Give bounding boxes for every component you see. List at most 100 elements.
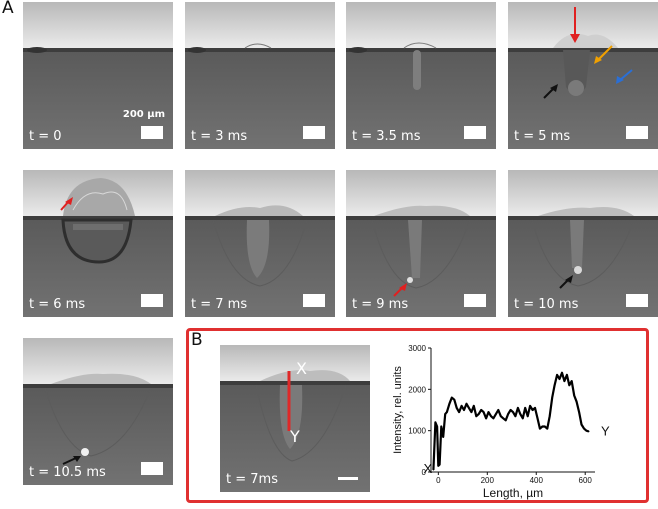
frame-time-label: t = 10.5 ms xyxy=(29,465,106,480)
data-point xyxy=(531,409,534,411)
data-point xyxy=(463,409,465,411)
data-point xyxy=(573,394,575,397)
frame-time-label: t = 3.5 ms xyxy=(352,129,421,144)
scale-bar xyxy=(141,294,163,307)
data-point xyxy=(478,413,480,415)
data-point xyxy=(578,411,580,413)
data-point xyxy=(588,430,590,433)
data-point xyxy=(524,407,526,409)
scale-bar xyxy=(626,294,648,307)
frame-t5: t = 5 ms xyxy=(508,2,658,149)
frame-t0-image xyxy=(23,2,173,149)
data-point xyxy=(551,397,553,399)
profile-end-label: Y xyxy=(601,423,610,438)
data-point xyxy=(539,428,541,430)
frame-time-label: t = 5 ms xyxy=(514,129,571,144)
data-point xyxy=(446,411,448,413)
data-point xyxy=(495,413,497,415)
frame-time-label: t = 6 ms xyxy=(29,297,86,312)
data-point xyxy=(502,417,504,419)
x-tick-label: 400 xyxy=(530,476,544,485)
scale-bar xyxy=(141,462,163,475)
panel-b-time-label: t = 7ms xyxy=(226,472,278,487)
data-point xyxy=(527,415,529,417)
frame-t3-5: t = 3.5 ms xyxy=(346,2,496,149)
data-point xyxy=(549,415,551,417)
y-tick-label: 2000 xyxy=(408,385,426,394)
data-point xyxy=(483,411,485,413)
intensity-series-line xyxy=(432,371,590,470)
data-point xyxy=(556,374,558,376)
intensity-profile-chart: 0 1000 2000 3000 0 200 400 600 Length, µm Intensi… xyxy=(392,344,610,500)
data-point xyxy=(561,372,563,374)
data-point xyxy=(436,425,438,428)
frame-time-label: t = 7 ms xyxy=(191,297,248,312)
y-tick-label: 0 xyxy=(422,468,427,477)
data-point xyxy=(434,421,437,423)
data-point xyxy=(456,407,458,409)
data-point xyxy=(544,425,546,428)
x-tick-label: 200 xyxy=(481,476,495,485)
data-point xyxy=(571,380,573,382)
data-point xyxy=(514,415,517,417)
frame-t10-5: t = 10.5 ms xyxy=(23,338,173,485)
data-point xyxy=(465,403,468,405)
scale-bar xyxy=(626,126,648,139)
data-point xyxy=(492,417,495,419)
panel-a-label: A xyxy=(2,0,14,18)
scale-bar xyxy=(464,294,486,307)
data-point xyxy=(529,405,531,407)
data-point xyxy=(536,417,539,419)
scale-bar xyxy=(303,294,325,307)
frame-t9-image xyxy=(346,170,496,317)
data-point xyxy=(507,413,509,415)
data-point xyxy=(554,384,556,386)
data-point xyxy=(468,407,470,409)
data-point xyxy=(444,413,446,415)
data-point xyxy=(438,463,441,466)
frame-time-label: t = 10 ms xyxy=(514,297,579,312)
data-point xyxy=(505,419,507,421)
frame-t7: t = 7 ms xyxy=(185,170,335,317)
marker-x: X xyxy=(296,359,307,378)
data-point xyxy=(440,425,442,428)
data-point xyxy=(568,384,570,386)
x-tick-label: 0 xyxy=(436,476,441,485)
profile-start-label: X xyxy=(423,461,432,476)
data-point xyxy=(448,403,450,405)
data-point xyxy=(580,423,583,426)
black-arrow xyxy=(62,457,77,465)
frame-t9: t = 9 ms xyxy=(346,170,496,317)
data-point xyxy=(585,430,588,432)
frame-time-label: t = 0 xyxy=(29,129,62,144)
data-point xyxy=(480,409,482,411)
scale-bar xyxy=(464,126,486,139)
y-tick-label: 3000 xyxy=(408,344,426,353)
frame-t7-image xyxy=(185,170,335,317)
x-tick-label: 600 xyxy=(579,476,593,485)
data-point xyxy=(470,411,472,413)
data-point xyxy=(497,409,499,411)
frame-time-label: t = 9 ms xyxy=(352,297,409,312)
scale-bar xyxy=(338,477,358,480)
data-point xyxy=(442,436,444,438)
frame-time-label: t = 3 ms xyxy=(191,129,248,144)
blue-arrow xyxy=(619,69,633,81)
data-point xyxy=(475,415,477,417)
data-point xyxy=(566,374,568,376)
data-point xyxy=(437,465,439,467)
data-point xyxy=(517,407,519,409)
data-point xyxy=(453,399,455,401)
data-point xyxy=(576,401,578,403)
yellow-arrow xyxy=(597,45,613,61)
x-axis-label: Length, µm xyxy=(483,486,543,500)
scale-bar-label: 200 µm xyxy=(122,109,165,120)
marker-y: Y xyxy=(290,427,300,446)
frame-t10: t = 10 ms xyxy=(508,170,658,317)
frame-t3: t = 3 ms xyxy=(185,2,335,149)
data-point xyxy=(522,417,524,419)
data-point xyxy=(519,413,521,415)
scale-bar xyxy=(141,126,163,139)
scale-bar xyxy=(303,126,325,139)
black-arrow xyxy=(543,87,555,99)
